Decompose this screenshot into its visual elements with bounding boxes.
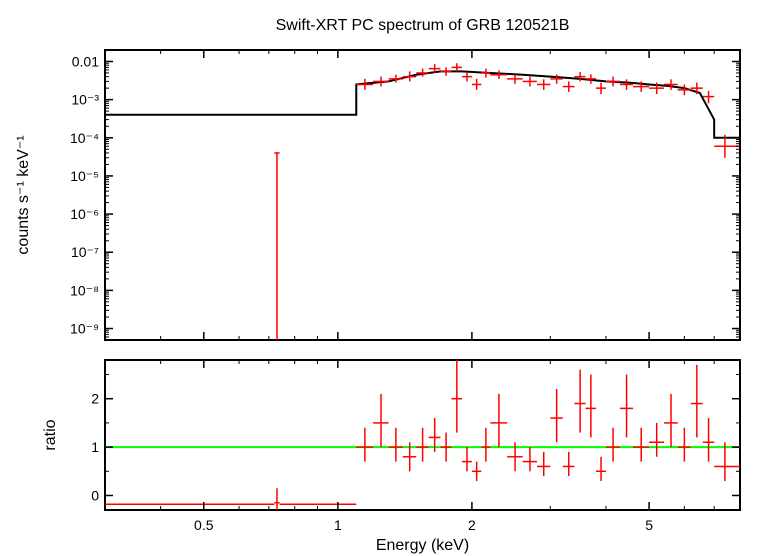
ytick-label: 10⁻⁸ bbox=[70, 282, 99, 298]
ytick-label: 10⁻⁷ bbox=[71, 244, 99, 260]
top-ylabel: counts s⁻¹ keV⁻¹ bbox=[15, 135, 32, 254]
ytick-label: 10⁻³ bbox=[71, 92, 99, 108]
ytick-label: 0.01 bbox=[72, 53, 99, 69]
xtick-label: 1 bbox=[334, 517, 342, 533]
chart-svg: Swift-XRT PC spectrum of GRB 120521B 10⁻⁹… bbox=[0, 0, 758, 556]
bottom-ylabel: ratio bbox=[42, 419, 59, 450]
xtick-label: 5 bbox=[645, 517, 653, 533]
x-axis-label: Energy (keV) bbox=[376, 537, 469, 554]
ytick-label: 10⁻⁹ bbox=[70, 321, 99, 337]
ytick-label: 10⁻⁶ bbox=[70, 206, 99, 222]
xtick-label: 2 bbox=[468, 517, 476, 533]
xtick-label: 0.5 bbox=[194, 517, 214, 533]
chart-title: Swift-XRT PC spectrum of GRB 120521B bbox=[276, 17, 570, 34]
ytick-label: 0 bbox=[91, 487, 99, 503]
ytick-label: 10⁻⁵ bbox=[70, 168, 99, 184]
ytick-label: 10⁻⁴ bbox=[70, 130, 99, 146]
spectrum-chart: Swift-XRT PC spectrum of GRB 120521B 10⁻⁹… bbox=[0, 0, 758, 556]
ytick-label: 2 bbox=[91, 391, 99, 407]
ytick-label: 1 bbox=[91, 439, 99, 455]
